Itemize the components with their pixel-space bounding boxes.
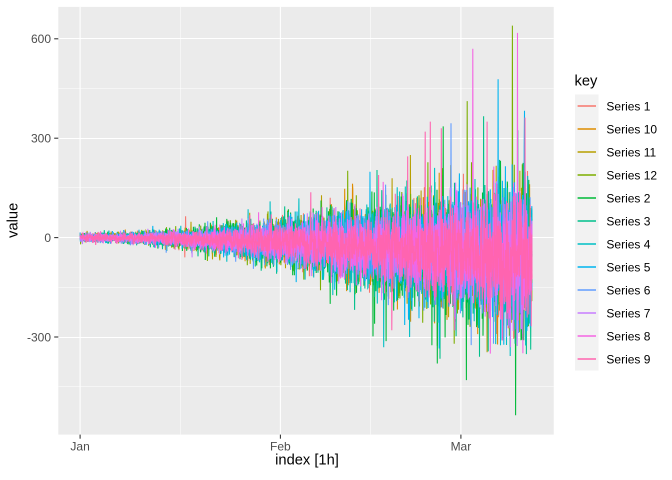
svg-text:Series 2: Series 2 xyxy=(606,191,650,205)
svg-text:key: key xyxy=(575,74,599,90)
svg-text:Series 8: Series 8 xyxy=(606,329,650,343)
svg-text:300: 300 xyxy=(31,132,51,146)
svg-text:index [1h]: index [1h] xyxy=(275,452,339,468)
svg-text:600: 600 xyxy=(31,32,51,46)
svg-text:Series 12: Series 12 xyxy=(606,168,657,182)
svg-text:Series 1: Series 1 xyxy=(606,99,650,113)
svg-text:Series 11: Series 11 xyxy=(606,145,656,159)
svg-text:Series 4: Series 4 xyxy=(606,237,650,251)
svg-text:Series 10: Series 10 xyxy=(606,122,657,136)
svg-text:Series 3: Series 3 xyxy=(606,214,650,228)
svg-text:value: value xyxy=(6,203,22,238)
svg-text:0: 0 xyxy=(44,231,51,245)
svg-text:Series 7: Series 7 xyxy=(606,306,650,320)
svg-text:Mar: Mar xyxy=(451,440,472,454)
svg-text:Series 6: Series 6 xyxy=(606,283,650,297)
svg-text:Series 5: Series 5 xyxy=(606,260,650,274)
svg-text:Series 9: Series 9 xyxy=(606,352,650,366)
svg-text:Feb: Feb xyxy=(270,440,291,454)
svg-text:Jan: Jan xyxy=(70,440,89,454)
svg-text:-300: -300 xyxy=(27,330,51,344)
